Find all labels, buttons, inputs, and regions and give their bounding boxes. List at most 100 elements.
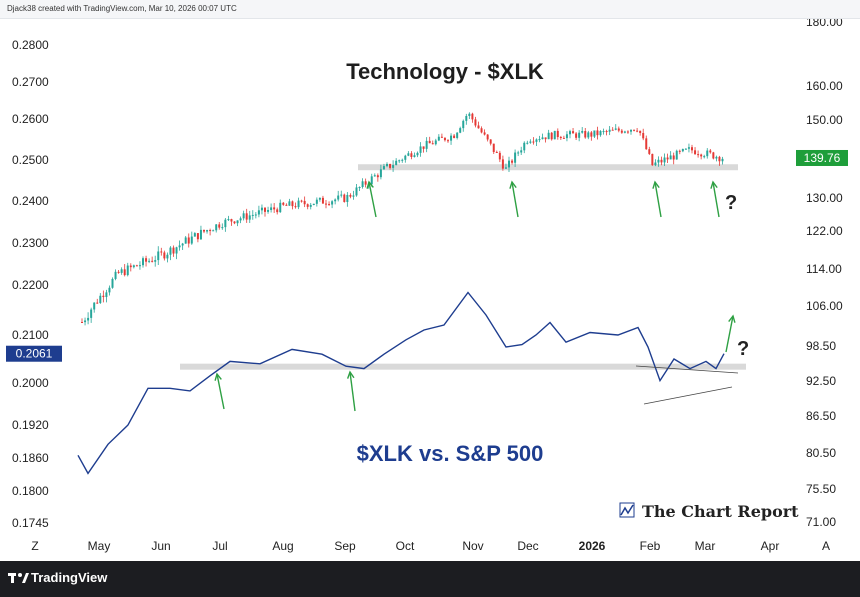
last-ratio-badge	[6, 345, 62, 362]
candle-body	[379, 169, 382, 178]
candle-body	[221, 227, 224, 229]
candle-body	[489, 139, 492, 144]
top-bar: Djack38 created with TradingView.com, Ma…	[0, 0, 860, 18]
candle-body	[471, 113, 474, 120]
candle-body	[212, 230, 215, 232]
candle-body	[575, 133, 578, 138]
candle-body	[620, 130, 623, 133]
x-axis-tick-label: A	[822, 539, 830, 553]
candle-body	[358, 186, 361, 188]
candle-body	[447, 140, 449, 142]
x-axis-tick-label: Aug	[272, 539, 293, 553]
x-axis-tick-label: 2026	[579, 539, 606, 553]
right-axis-tick-label: 106.00	[806, 299, 843, 313]
candle-body	[703, 156, 706, 158]
candle-body	[132, 265, 135, 268]
candle-body	[352, 195, 355, 197]
candle-body	[114, 271, 117, 279]
price-support-arrow	[368, 181, 377, 218]
candle-body	[264, 207, 266, 212]
candle-body	[343, 194, 346, 202]
candle-body	[239, 218, 242, 221]
attribution-text: Djack38 created with TradingView.com, Ma…	[7, 4, 237, 13]
candle-body	[562, 137, 565, 139]
candle-body	[117, 271, 120, 273]
candle-body	[102, 295, 105, 298]
candle-body	[474, 119, 477, 126]
right-axis-tick-label: 180.00	[806, 19, 843, 29]
candle-body	[382, 166, 385, 170]
candle-body	[721, 158, 724, 162]
candle-body	[370, 176, 373, 185]
candle-body	[364, 181, 367, 185]
candle-body	[87, 317, 90, 321]
candle-body	[614, 128, 617, 130]
x-axis-tick-label: Feb	[640, 539, 661, 553]
candle-body	[648, 149, 651, 154]
candle-body	[559, 137, 562, 139]
candle-body	[675, 150, 678, 160]
candle-body	[346, 194, 349, 202]
candle-body	[315, 199, 318, 204]
triangle-upper-line	[635, 365, 739, 374]
candle-body	[639, 130, 642, 133]
chart-report-logo-icon	[619, 502, 635, 518]
candle-body	[572, 131, 575, 134]
candle-body	[453, 135, 456, 138]
candle-body	[294, 206, 297, 208]
right-axis-tick-label: 86.50	[806, 409, 836, 423]
candle-body	[321, 197, 324, 204]
right-axis-tick-label: 71.00	[806, 515, 836, 529]
candle-body	[126, 265, 129, 276]
candle-body	[462, 120, 465, 129]
candle-body	[434, 140, 437, 145]
chart-area[interactable]: 0.2800 0.2700 0.2600 0.2500 0.2400 0.2300 0.22…	[0, 18, 860, 562]
candle-body	[407, 153, 410, 156]
last-ratio-label: 0.2061	[16, 347, 53, 361]
candle-body	[626, 131, 629, 133]
candle-body	[718, 156, 721, 162]
candle-body	[431, 143, 434, 145]
candle-body	[511, 160, 514, 163]
candle-body	[645, 138, 648, 150]
candle-body	[309, 204, 312, 207]
right-axis-tick-label: 114.00	[806, 262, 842, 276]
candle-body	[633, 129, 636, 131]
candle-body	[687, 147, 690, 149]
candle-body	[273, 207, 276, 210]
x-axis-tick-label: Apr	[761, 539, 780, 553]
price-support-band	[358, 164, 738, 171]
candle-body	[477, 125, 480, 129]
candle-body	[483, 132, 486, 135]
candle-body	[175, 247, 178, 254]
candle-body	[630, 129, 632, 132]
price-support-arrow-head	[710, 180, 718, 189]
left-axis-tick-label: 0.2400	[12, 194, 49, 208]
candle-body	[230, 219, 233, 222]
candle-body	[691, 147, 693, 151]
candle-body	[443, 137, 446, 141]
triangle-lower-line	[643, 386, 733, 405]
candle-body	[565, 134, 568, 139]
candle-body	[361, 181, 364, 187]
candle-body	[547, 132, 550, 140]
candle-body	[206, 230, 209, 232]
ratio-support-arrow-head	[346, 370, 355, 379]
candle-body	[422, 146, 425, 149]
candle-body	[331, 201, 334, 205]
candle-body	[267, 209, 270, 212]
logo-line	[620, 504, 634, 516]
candle-body	[334, 199, 337, 202]
candle-body	[260, 207, 263, 211]
candle-body	[535, 139, 538, 142]
right-axis-tick-label: 160.00	[806, 79, 843, 93]
candle-body	[651, 153, 654, 166]
candle-body	[590, 132, 593, 137]
candle-body	[196, 233, 199, 240]
right-axis-tick-label: 130.00	[806, 191, 843, 205]
candle-body	[636, 130, 639, 132]
candle-body	[697, 154, 700, 156]
candle-body	[93, 302, 96, 310]
candle-body	[596, 130, 599, 136]
candle-body	[425, 140, 428, 149]
